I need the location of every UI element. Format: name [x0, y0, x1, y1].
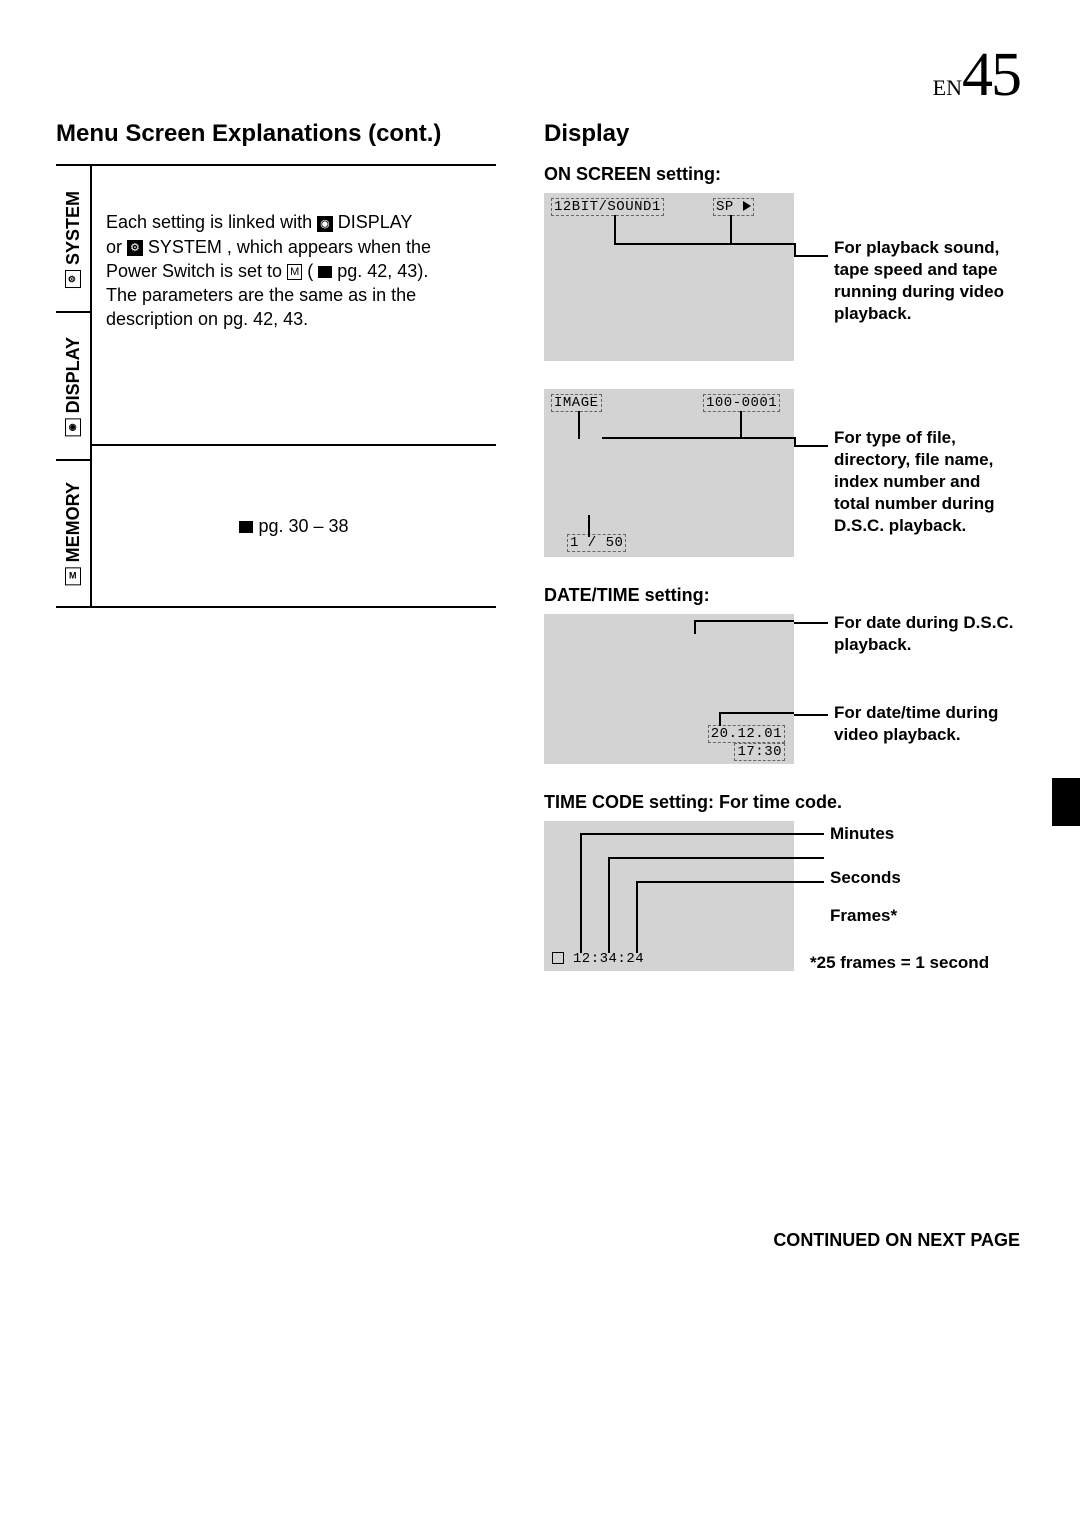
callout: For playback sound, tape speed and tape … [834, 237, 1020, 325]
screen-text: IMAGE [552, 395, 601, 411]
menu-table: ⚙ SYSTEM ◉ DISPLAY M MEMORY [56, 164, 496, 608]
tab-label: SYSTEM [63, 191, 84, 265]
screen-4: 12:34:24 [544, 821, 794, 971]
timecode-icon [552, 952, 564, 964]
diagram-4: 12:34:24 Minutes Seconds Frames* *25 fra… [544, 821, 1020, 971]
text: Each setting is linked with [106, 212, 317, 232]
text: ( [302, 261, 318, 281]
timecode-label: TIME CODE setting: For time code. [544, 792, 1020, 813]
tab-memory: M MEMORY [56, 461, 90, 606]
page-prefix: EN [933, 75, 962, 100]
frames-note: *25 frames = 1 second [810, 953, 989, 973]
left-column: Menu Screen Explanations (cont.) ⚙ SYSTE… [56, 120, 496, 999]
tab-system: ⚙ SYSTEM [56, 166, 90, 313]
edge-tab-marker [1052, 778, 1080, 826]
tab-display: ◉ DISPLAY [56, 313, 90, 460]
tab-label: DISPLAY [63, 337, 84, 413]
diagram-3: 20.12.01 17:30 For date during D.S.C. pl… [544, 614, 1020, 764]
diagram-1: 12BIT/SOUND1 SP For playback sound, tape… [544, 193, 1020, 361]
text: SYSTEM [143, 237, 227, 257]
callout: For date/time during video playback. [834, 702, 1020, 746]
display-inline-icon: ◉ [317, 216, 333, 232]
screen-text: 1 / 50 [568, 535, 625, 551]
screen-text: 100-0001 [704, 395, 779, 411]
diagram-2: IMAGE 100-0001 1 / 50 For type of file, … [544, 389, 1020, 557]
screen-text: 12BIT/SOUND1 [552, 199, 663, 215]
leader-line [794, 445, 828, 447]
page-number-value: 45 [962, 41, 1020, 109]
screen-text: SP [714, 199, 753, 215]
callout: For date during D.S.C. playback. [834, 612, 1020, 656]
tab-label: MEMORY [63, 482, 84, 562]
screen-3: 20.12.01 17:30 [544, 614, 794, 764]
system-inline-icon: ⚙ [127, 240, 143, 256]
leader-line [794, 714, 828, 716]
m-inline-icon: M [287, 264, 302, 280]
text: DISPLAY [333, 212, 413, 232]
screen-1: 12BIT/SOUND1 SP [544, 193, 794, 361]
display-icon: ◉ [65, 418, 81, 436]
text: pg. 42, 43). [332, 261, 428, 281]
leader-line [794, 622, 828, 624]
leader-line [794, 255, 828, 257]
callout: For type of file, directory, file name, … [834, 427, 1020, 537]
continued-text: CONTINUED ON NEXT PAGE [773, 1230, 1020, 1251]
right-heading: Display [544, 120, 1020, 148]
tabs-column: ⚙ SYSTEM ◉ DISPLAY M MEMORY [56, 166, 92, 606]
system-icon: ⚙ [65, 270, 81, 288]
play-icon [743, 201, 751, 211]
text: or [106, 237, 127, 257]
left-heading: Menu Screen Explanations (cont.) [56, 120, 496, 148]
callout: Minutes [830, 823, 894, 845]
text: The parameters are the same as in the de… [106, 285, 416, 329]
screen-2: IMAGE 100-0001 1 / 50 [544, 389, 794, 557]
text: pg. 30 – 38 [253, 516, 348, 536]
cell-reference: pg. 30 – 38 [92, 446, 496, 606]
cells-column: Each setting is linked with ◉ DISPLAY or… [92, 166, 496, 606]
screen-text: 17:30 [735, 744, 784, 760]
onscreen-label: ON SCREEN setting: [544, 164, 1020, 185]
callout: Seconds [830, 867, 901, 889]
page-number: EN45 [933, 40, 1020, 111]
cell-description: Each setting is linked with ◉ DISPLAY or… [92, 166, 496, 446]
memory-icon: M [65, 567, 81, 585]
datetime-label: DATE/TIME setting: [544, 585, 1020, 606]
callout: Frames* [830, 905, 897, 927]
page-content: Menu Screen Explanations (cont.) ⚙ SYSTE… [56, 120, 1020, 999]
reference-icon [239, 521, 253, 533]
screen-text: 20.12.01 [709, 726, 784, 742]
reference-icon [318, 266, 332, 278]
screen-text: 12:34:24 [552, 951, 644, 967]
right-column: Display ON SCREEN setting: 12BIT/SOUND1 … [544, 120, 1020, 999]
